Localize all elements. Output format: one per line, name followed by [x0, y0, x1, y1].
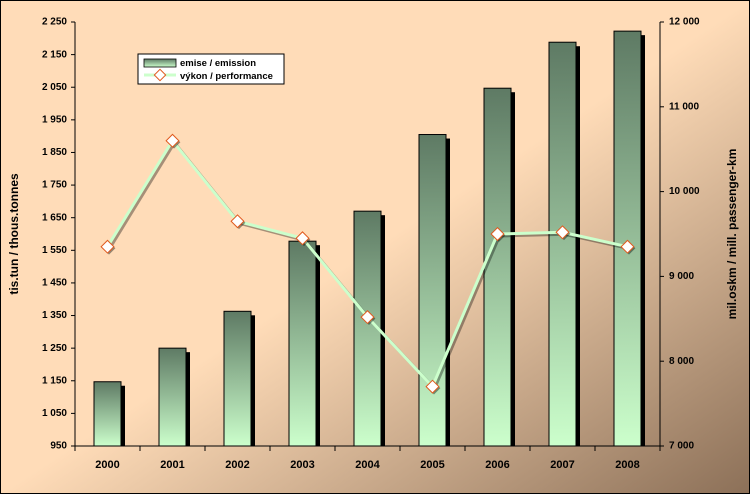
x-tick-label: 2008: [615, 459, 639, 471]
bar-series: [93, 30, 645, 447]
line-marker: [490, 226, 505, 242]
line-marker: [230, 214, 245, 229]
legend-line-marker: [153, 68, 167, 82]
line-marker: [165, 133, 180, 148]
legend-line-label: výkon / performance: [180, 71, 273, 82]
line-marker: [295, 231, 310, 246]
bar: [158, 347, 187, 447]
x-tick-label: 2003: [290, 459, 314, 471]
left-axis-ticks: 950 1 050 1 150 1 250 1 350 1 450 1 550 1 650 1 …: [42, 17, 75, 452]
left-tick-label: 2 050: [42, 82, 67, 93]
legend: emise / emission výkon / performance: [137, 53, 285, 85]
left-tick-label: 1 350: [42, 310, 67, 321]
left-tick-label: 1 550: [42, 245, 67, 256]
x-tick-label: 2005: [420, 459, 444, 471]
right-tick-label: 12 000: [669, 17, 700, 28]
bar: [548, 41, 577, 447]
legend-bar-swatch: [143, 58, 177, 68]
left-tick-label: 1 050: [42, 408, 67, 419]
left-axis-title: tis.tun / thous.tonnes: [7, 173, 21, 295]
right-tick-label: 11 000: [669, 101, 699, 112]
left-tick-label: 2 250: [42, 17, 67, 28]
bar: [93, 381, 122, 447]
right-axis-ticks: 7 000 8 000 9 000 10 000 11 000 12 000: [660, 17, 700, 452]
line-marker: [360, 310, 375, 325]
left-tick-label: 1 750: [42, 180, 67, 191]
x-tick-label: 2002: [225, 459, 249, 471]
left-tick-label: 1 950: [42, 114, 67, 125]
bar: [613, 30, 642, 447]
right-tick-label: 10 000: [669, 186, 700, 197]
line-marker: [100, 239, 115, 254]
bar: [288, 240, 317, 447]
right-tick-label: 7 000: [669, 441, 694, 452]
x-tick-label: 2004: [355, 459, 380, 471]
left-tick-label: 950: [50, 441, 67, 452]
x-tick-label: 2007: [550, 459, 574, 471]
left-tick-label: 1 650: [42, 212, 67, 223]
line-marker: [555, 225, 570, 240]
x-tick-label: 2006: [485, 459, 509, 471]
left-tick-label: 1 150: [42, 375, 67, 386]
x-tick-label: 2000: [95, 459, 119, 471]
line-marker: [620, 239, 635, 254]
right-axis-title: mil.oskm / mill. passenger-km: [725, 149, 739, 320]
left-tick-label: 1 450: [42, 278, 67, 289]
line-series: [100, 133, 636, 395]
right-tick-label: 8 000: [669, 356, 694, 367]
left-tick-label: 1 250: [42, 343, 67, 354]
bar: [223, 310, 252, 447]
legend-bar-label: emise / emission: [180, 58, 256, 69]
left-tick-label: 1 850: [42, 147, 67, 158]
right-tick-label: 9 000: [669, 271, 694, 282]
x-tick-label: 2001: [160, 459, 184, 471]
x-axis-ticks: 2000 2001 2002 2003 2004 2005 2006 2007 2008: [74, 446, 661, 471]
bar: [483, 87, 512, 447]
bar: [418, 134, 447, 447]
line-marker: [425, 379, 440, 394]
left-tick-label: 2 150: [42, 49, 67, 60]
